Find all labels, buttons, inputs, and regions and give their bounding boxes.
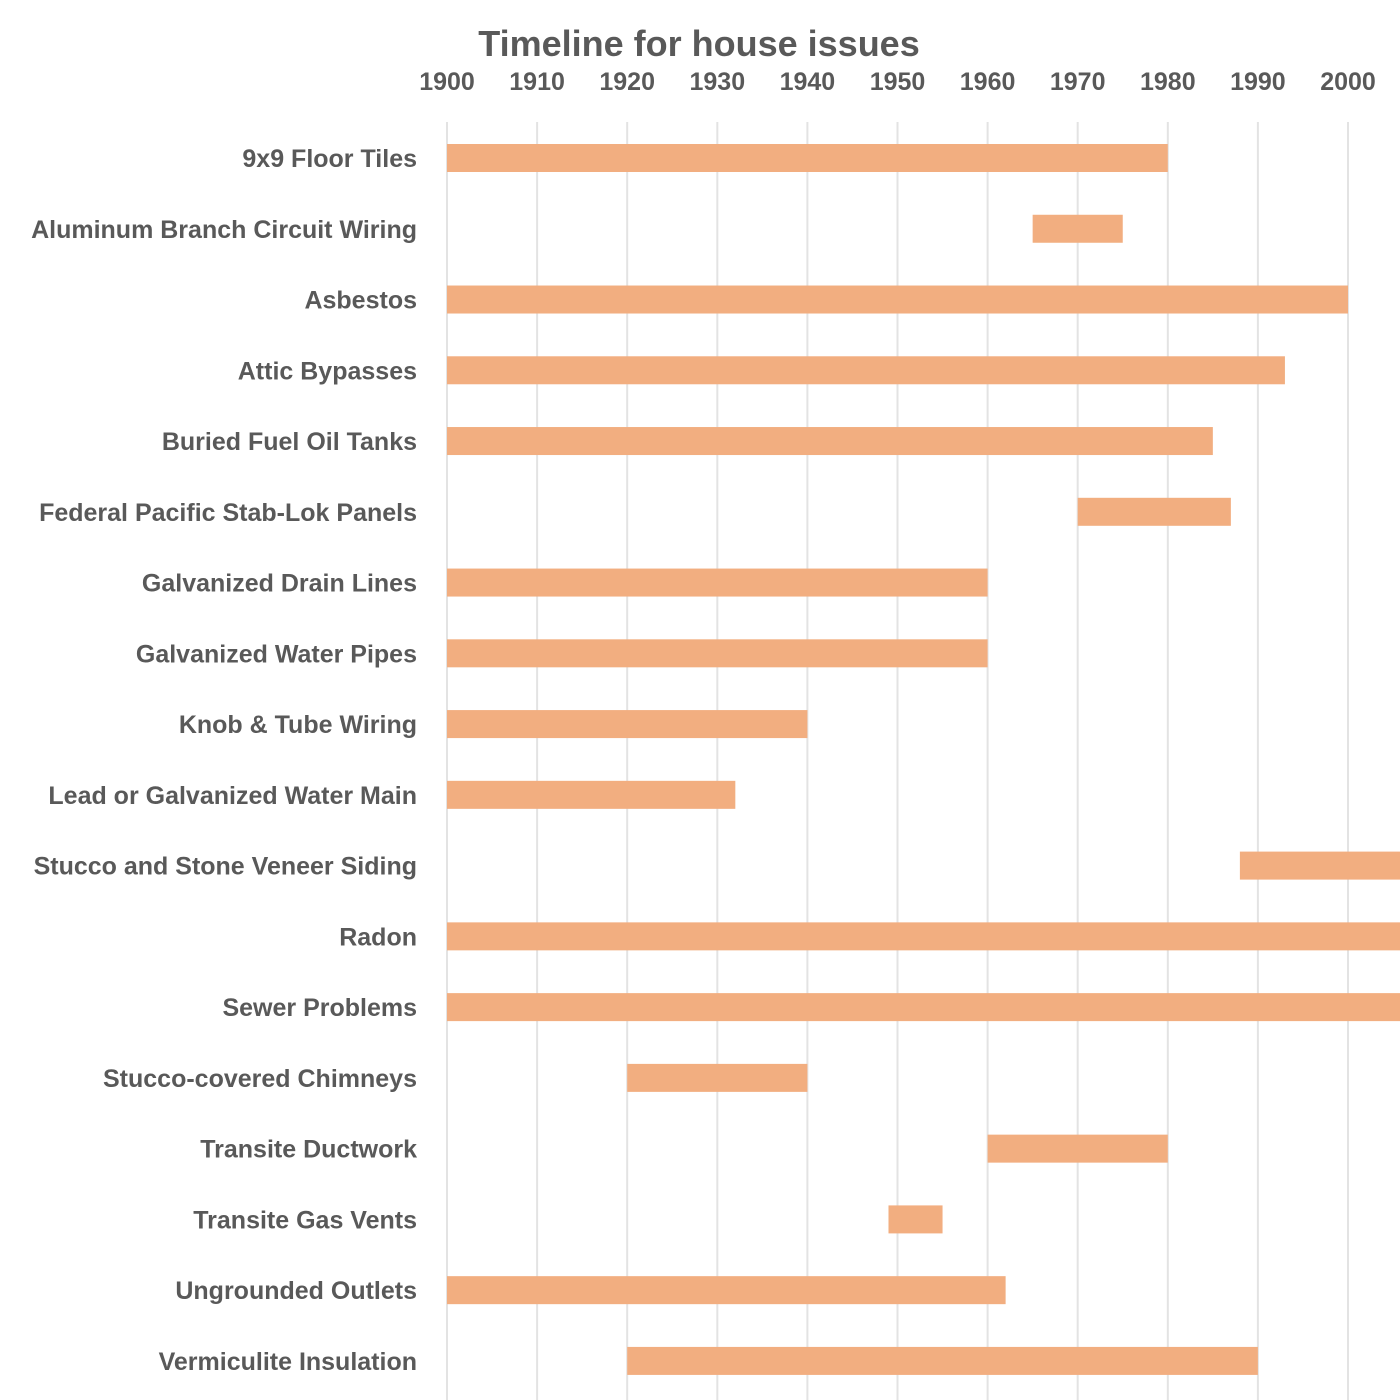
bar — [447, 285, 1348, 314]
bar — [447, 710, 808, 739]
x-tick-label: 1960 — [960, 68, 1016, 96]
x-tick-label: 1920 — [599, 68, 655, 96]
bar — [888, 1205, 943, 1234]
category-label: Asbestos — [304, 287, 417, 315]
category-label: Knob & Tube Wiring — [179, 711, 417, 739]
bar — [447, 356, 1285, 385]
category-label: Radon — [339, 923, 417, 951]
chart-title: Timeline for house issues — [478, 23, 919, 64]
bar — [1032, 214, 1123, 243]
bar — [447, 427, 1213, 456]
bar — [627, 1063, 808, 1092]
x-tick-label: 1930 — [689, 68, 745, 96]
category-label: Transite Gas Vents — [193, 1206, 417, 1234]
x-tick-label: 2000 — [1320, 68, 1376, 96]
category-label: Lead or Galvanized Water Main — [48, 782, 417, 810]
category-label: Aluminum Branch Circuit Wiring — [31, 216, 417, 244]
category-label: Buried Fuel Oil Tanks — [162, 428, 417, 456]
bar — [987, 1134, 1168, 1163]
bar — [627, 1346, 1258, 1375]
x-tick-label: 1910 — [509, 68, 565, 96]
category-label: Sewer Problems — [222, 994, 417, 1022]
bar — [447, 639, 988, 668]
x-tick-label: 1900 — [419, 68, 475, 96]
bar — [447, 144, 1168, 172]
x-tick-label: 1950 — [870, 68, 926, 96]
category-label: Vermiculite Insulation — [159, 1348, 417, 1376]
category-label: Ungrounded Outlets — [175, 1277, 417, 1305]
category-label: Galvanized Drain Lines — [142, 570, 417, 598]
bar — [447, 1276, 1006, 1305]
category-label: Federal Pacific Stab-Lok Panels — [39, 499, 417, 527]
category-label: Stucco and Stone Veneer Siding — [34, 853, 417, 881]
bar — [447, 568, 988, 597]
bar — [447, 922, 1400, 951]
x-tick-label: 1970 — [1050, 68, 1106, 96]
category-label: Galvanized Water Pipes — [136, 640, 417, 668]
bar — [447, 993, 1400, 1022]
x-tick-label: 1940 — [780, 68, 836, 96]
category-label: Stucco-covered Chimneys — [103, 1065, 417, 1093]
bar — [1077, 497, 1231, 526]
category-label: Transite Ductwork — [200, 1136, 417, 1164]
bar — [447, 780, 736, 809]
category-label: 9x9 Floor Tiles — [242, 145, 417, 173]
bar — [1239, 851, 1400, 880]
x-tick-label: 1990 — [1230, 68, 1286, 96]
category-label: Attic Bypasses — [238, 357, 417, 385]
x-tick-label: 1980 — [1140, 68, 1196, 96]
